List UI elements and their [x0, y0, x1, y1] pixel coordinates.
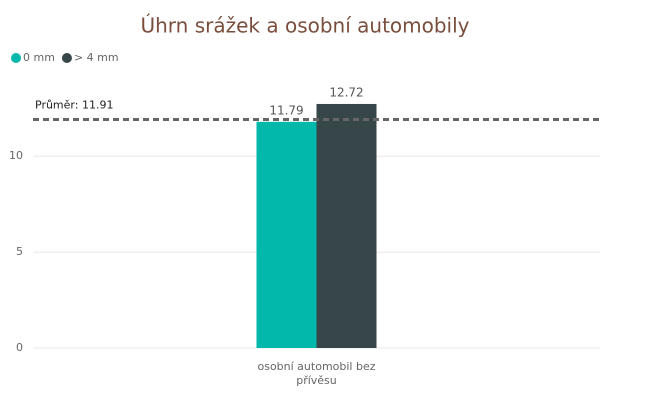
bar: [256, 121, 317, 348]
legend-label: > 4 mm: [74, 51, 119, 64]
average-label: Průměr: 11.91: [35, 99, 113, 112]
value-label: 11.79: [269, 103, 303, 117]
x-tick-label: osobní automobil bez přívěsu: [257, 360, 376, 387]
average-value: 11.91: [82, 99, 114, 112]
legend-marker: [61, 53, 72, 63]
average-name: Průměr:: [35, 99, 78, 112]
legend-marker: [11, 53, 21, 63]
chart-title: Úhrn srážek a osobní automobily: [140, 14, 469, 38]
y-tick-label: 0: [16, 341, 23, 354]
bar: [316, 103, 377, 348]
legend-label: 0 mm: [23, 51, 55, 64]
y-tick-label: 5: [16, 245, 23, 258]
value-label: 12.72: [329, 85, 363, 99]
y-tick-label: 10: [9, 149, 23, 162]
